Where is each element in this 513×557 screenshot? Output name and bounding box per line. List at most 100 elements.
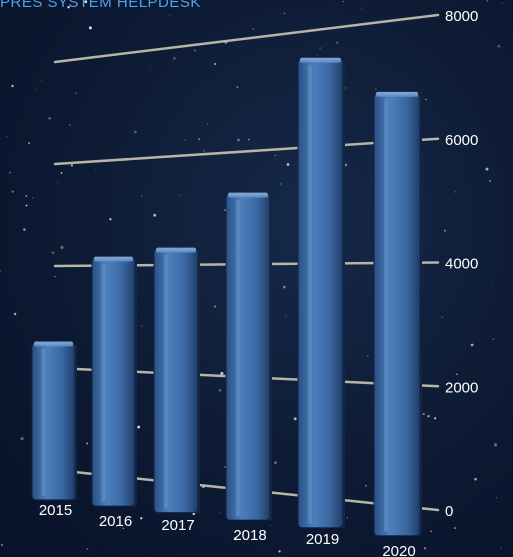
star [194,49,196,52]
star [405,75,407,77]
star [492,338,495,341]
star [134,130,137,134]
star [485,167,489,171]
star [274,461,277,465]
y-tick-label: 6000 [445,132,478,149]
y-tick-label: 8000 [445,8,478,25]
star [86,442,89,445]
star [41,79,43,81]
star [233,537,237,541]
star [25,195,27,197]
star [86,20,87,22]
star [173,57,176,60]
star [270,524,272,526]
star [283,12,286,15]
star [140,195,143,198]
star [371,177,373,179]
star [456,373,458,376]
bar-2020 [373,91,422,537]
y-tick-label: 4000 [445,256,478,273]
star [192,512,196,516]
star [423,547,427,550]
star [75,92,77,94]
star [109,218,112,221]
star [252,28,255,30]
x-tick-label: 2019 [306,531,339,548]
star [367,355,369,357]
star [32,197,34,199]
star [360,7,362,9]
star [84,0,88,4]
star [51,251,55,254]
star [344,163,348,167]
bar-2018 [225,192,272,521]
star [220,371,224,376]
gridline [53,13,440,64]
star [11,84,14,88]
star [444,229,446,232]
star [23,228,26,231]
star [6,136,8,138]
star [491,286,493,287]
star [203,149,206,152]
bar-2016 [91,256,137,507]
star [60,245,64,249]
star [86,548,89,550]
star [441,316,444,318]
star [284,315,286,317]
star [48,116,51,120]
star [213,62,217,66]
star [169,14,170,16]
star [137,425,141,429]
star [11,190,14,193]
star [0,270,1,273]
star [115,525,118,528]
x-tick-label: 2017 [161,517,194,534]
y-tick-label: 0 [445,503,453,520]
star [346,517,348,519]
x-tick-label: 2016 [99,513,132,530]
star [425,98,427,101]
star [136,532,138,534]
star [218,389,222,392]
star [293,417,297,421]
star [493,443,498,447]
x-tick-label: 2020 [382,543,415,557]
star [496,497,498,499]
star [458,316,460,318]
star [35,89,37,91]
star [454,527,456,529]
star [430,530,432,533]
star [20,437,24,441]
star [247,138,250,141]
star [60,172,63,174]
bar-2015 [31,341,77,501]
star [150,555,152,557]
star [184,138,186,141]
star [153,213,157,217]
star [500,547,502,549]
star [274,154,277,157]
star [67,5,70,9]
x-tick-label: 2018 [233,527,266,544]
chart-title: PRES SYSTEM HELPDESK [0,0,201,11]
star [8,171,11,174]
star [25,204,28,207]
star [342,1,344,3]
star [497,44,501,48]
star [474,477,477,481]
star [237,138,240,142]
star [203,157,205,159]
star [57,182,59,184]
star [280,183,282,185]
star [198,138,200,140]
star [13,312,17,316]
star [375,88,377,90]
star [319,47,321,49]
star [70,164,74,167]
star [501,2,503,4]
star [68,123,71,126]
bar-2019 [297,57,345,529]
